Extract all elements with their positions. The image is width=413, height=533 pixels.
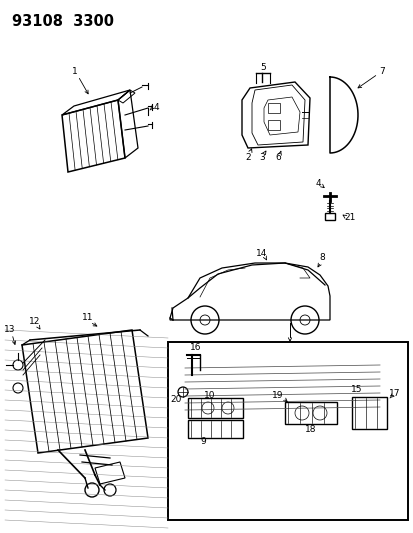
Text: 7: 7: [378, 68, 384, 77]
Text: 9: 9: [199, 438, 205, 447]
Text: 19: 19: [272, 392, 283, 400]
Bar: [351, 397, 386, 429]
Text: 5: 5: [259, 63, 265, 72]
Text: 16: 16: [190, 343, 201, 351]
Bar: [267, 103, 279, 113]
Text: 21: 21: [344, 214, 355, 222]
Text: 6: 6: [275, 154, 280, 163]
Bar: [188, 398, 242, 418]
Text: 11: 11: [82, 313, 93, 322]
Text: 8: 8: [318, 254, 324, 262]
Text: 4: 4: [314, 179, 320, 188]
Text: 2: 2: [244, 152, 250, 161]
Text: 10: 10: [204, 391, 215, 400]
Bar: [284, 402, 336, 424]
Text: 93108  3300: 93108 3300: [12, 14, 114, 29]
Text: 3: 3: [259, 154, 264, 163]
Text: 14: 14: [256, 248, 267, 257]
Bar: [267, 120, 279, 130]
Text: 17: 17: [388, 389, 400, 398]
Text: 12: 12: [29, 318, 40, 327]
Text: 13: 13: [4, 326, 16, 335]
Text: 4: 4: [153, 103, 159, 112]
Text: 1: 1: [72, 68, 78, 77]
Text: 15: 15: [350, 385, 362, 394]
Bar: [168, 342, 407, 520]
Text: 18: 18: [304, 425, 316, 434]
Bar: [324, 213, 334, 220]
Bar: [188, 420, 242, 438]
Text: 20: 20: [170, 395, 181, 405]
